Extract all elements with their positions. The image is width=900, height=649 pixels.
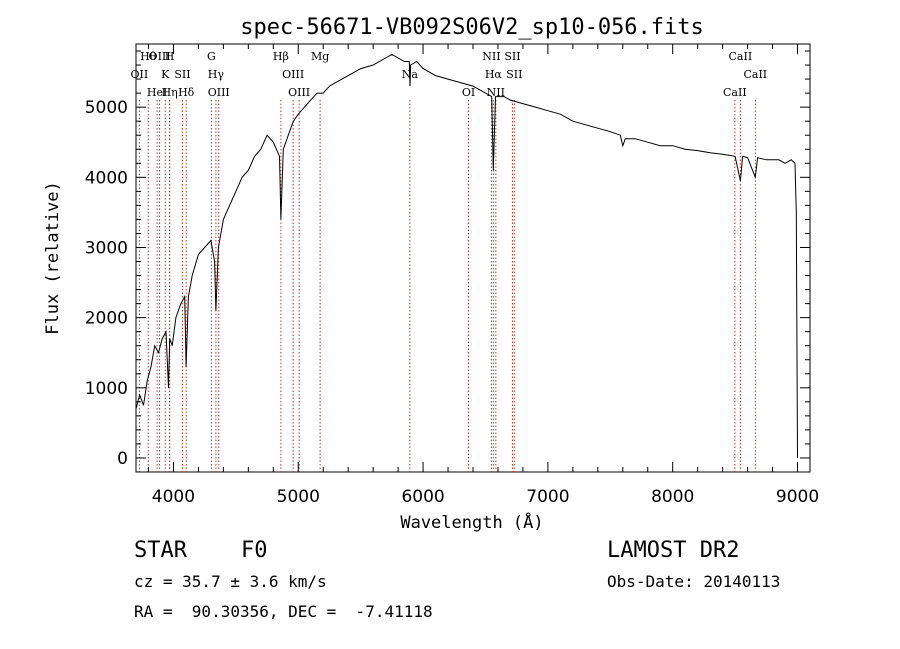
line-marker-label: Hγ bbox=[208, 68, 225, 81]
line-marker-label: SII bbox=[174, 68, 190, 81]
x-axis-label: Wavelength (Å) bbox=[400, 511, 543, 533]
obs-date-text: Obs-Date: 20140113 bbox=[607, 572, 781, 591]
y-tick-label: 4000 bbox=[85, 168, 128, 188]
line-marker-label: OI bbox=[462, 86, 475, 99]
axis-ticks bbox=[136, 44, 810, 473]
x-tick-label: 6000 bbox=[401, 487, 444, 507]
line-marker-label: SII bbox=[506, 68, 522, 81]
line-marker-label: NII bbox=[482, 50, 500, 63]
line-marker-label: SII bbox=[504, 50, 520, 63]
y-tick-label: 1000 bbox=[85, 379, 128, 399]
line-marker-label: Hθ bbox=[140, 50, 157, 63]
line-marker-label: Hδ bbox=[178, 86, 195, 99]
y-tick-label: 2000 bbox=[85, 309, 128, 329]
line-marker-label: OIII bbox=[208, 86, 230, 99]
coordinates-text: RA = 90.30356, DEC = -7.41118 bbox=[134, 602, 433, 621]
x-tick-label: 9000 bbox=[776, 487, 819, 507]
line-marker-label: OIII bbox=[282, 68, 304, 81]
line-marker-label: CaII bbox=[743, 68, 767, 81]
x-tick-label: 7000 bbox=[526, 487, 569, 507]
line-marker-label: Hη bbox=[162, 86, 178, 99]
y-tick-label: 3000 bbox=[85, 238, 128, 258]
survey-label: LAMOST DR2 bbox=[607, 538, 740, 563]
line-marker-label: Hα bbox=[485, 68, 503, 81]
spectrum-line bbox=[135, 53, 798, 459]
class-label: STAR bbox=[134, 538, 187, 563]
x-tick-label: 5000 bbox=[277, 487, 320, 507]
subclass-label: F0 bbox=[241, 538, 268, 563]
plot-frame bbox=[135, 43, 811, 473]
y-tick-label: 5000 bbox=[85, 98, 128, 118]
line-marker-label: OII bbox=[131, 68, 149, 81]
y-tick-label: 0 bbox=[117, 449, 128, 469]
x-tick-label: 4000 bbox=[152, 487, 195, 507]
line-marker-label: K bbox=[161, 68, 170, 81]
line-marker-label: H bbox=[165, 50, 175, 63]
line-marker-label: OIII bbox=[149, 50, 171, 63]
line-marker-label: CaII bbox=[729, 50, 753, 63]
line-marker-label: HeI bbox=[147, 86, 167, 99]
line-marker-label: Hβ bbox=[273, 50, 289, 63]
line-marker-label: G bbox=[207, 50, 216, 63]
line-marker-label: Mg bbox=[311, 50, 329, 63]
line-marker-label: NII bbox=[487, 86, 505, 99]
redshift-text: cz = 35.7 ± 3.6 km/s bbox=[134, 572, 327, 591]
x-tick-label: 8000 bbox=[651, 487, 694, 507]
chart-title: spec-56671-VB092S06V2_sp10-056.fits bbox=[240, 15, 704, 40]
y-axis-label: Flux (relative) bbox=[43, 181, 63, 335]
line-marker-label: OIII bbox=[288, 86, 310, 99]
tick-labels: 4000 5000 6000 7000 8000 9000 0 1000 2000 3000 400… bbox=[85, 98, 819, 507]
line-marker-label: CaII bbox=[723, 86, 747, 99]
line-markers: Hθ OII HeI OIII K Hη H SII Hδ G Hγ OIII Hβ OIII OIII Mg… bbox=[131, 50, 767, 472]
